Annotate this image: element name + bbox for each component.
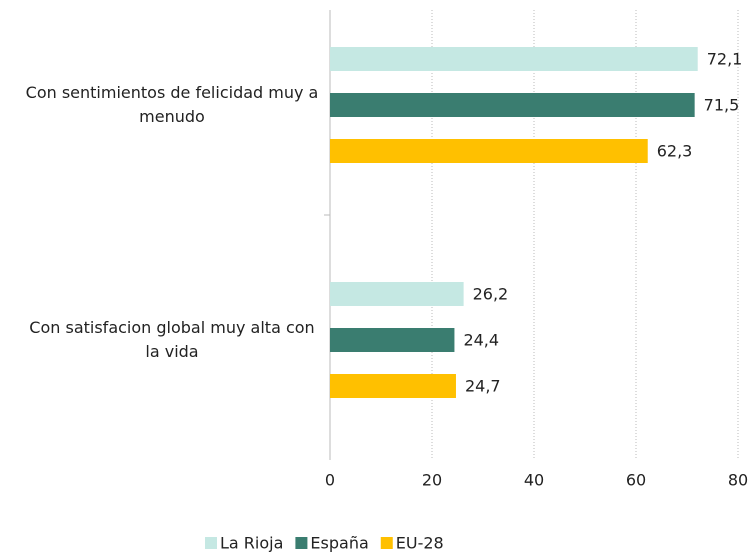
data-label: 71,5	[704, 96, 740, 115]
x-tick-label: 40	[524, 471, 544, 490]
x-tick-label: 80	[728, 471, 748, 490]
legend-label: EU-28	[396, 534, 444, 552]
data-label: 62,3	[657, 142, 693, 161]
x-tick-label: 20	[422, 471, 442, 490]
category-label: Con sentimientos de felicidad muy a menu…	[25, 83, 319, 126]
legend-label: España	[310, 534, 368, 552]
legend-label: La Rioja	[220, 534, 283, 552]
bar	[330, 328, 455, 352]
data-label: 24,4	[463, 331, 499, 350]
x-tick-label: 60	[626, 471, 646, 490]
data-label: 26,2	[473, 285, 509, 304]
bar	[330, 282, 464, 306]
legend-swatch	[205, 537, 217, 549]
bar	[330, 374, 456, 398]
x-tick-label: 0	[325, 471, 335, 490]
category-label: Con satisfacion global muy alta con la v…	[29, 318, 315, 361]
data-label: 72,1	[707, 50, 743, 69]
bar	[330, 93, 695, 117]
legend-swatch	[380, 537, 393, 549]
bar	[330, 47, 698, 71]
data-label: 24,7	[465, 377, 501, 396]
bar	[330, 139, 648, 163]
legend-swatch	[295, 537, 308, 549]
